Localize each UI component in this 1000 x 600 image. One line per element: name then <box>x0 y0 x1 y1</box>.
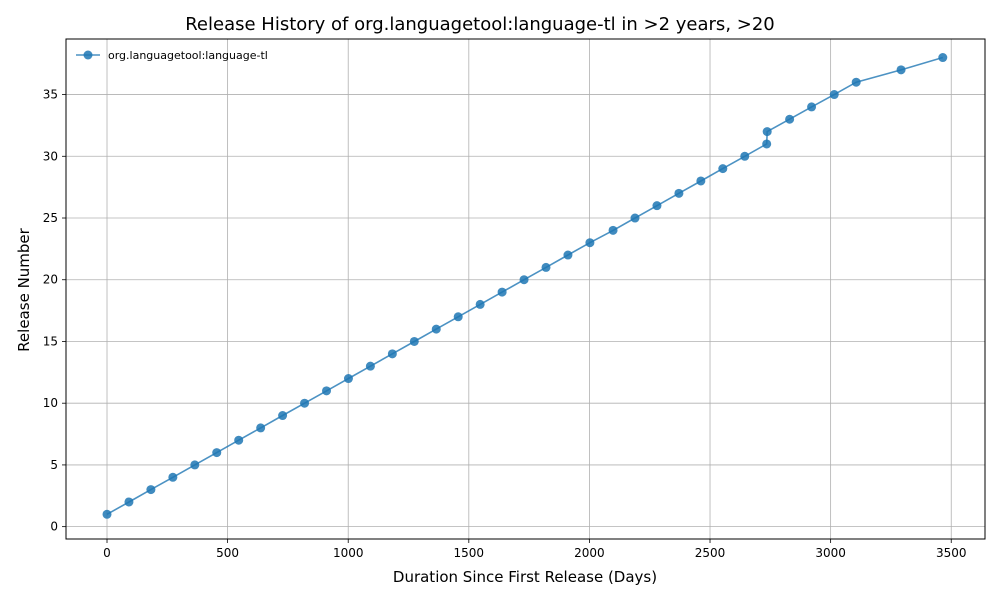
x-tick-label: 3000 <box>815 546 846 560</box>
x-tick-label: 500 <box>216 546 239 560</box>
y-tick-label: 5 <box>50 458 58 472</box>
data-point <box>212 448 222 458</box>
data-point <box>365 361 375 371</box>
data-point <box>278 411 288 421</box>
data-point <box>674 188 684 198</box>
data-point <box>585 238 595 248</box>
data-point <box>300 398 310 408</box>
data-point <box>431 324 441 334</box>
x-tick-label: 2000 <box>574 546 605 560</box>
data-point <box>234 435 244 445</box>
tick-labels: 0 500 1000 1500 2000 2500 3000 3500 0 5 10 15 20 25 30… <box>43 88 967 560</box>
data-point <box>563 250 573 260</box>
series-line <box>106 56 944 515</box>
data-point <box>896 65 906 75</box>
y-tick-label: 15 <box>43 334 58 348</box>
data-point <box>453 312 463 322</box>
data-point <box>146 485 156 495</box>
x-tick-label: 1500 <box>454 546 485 560</box>
data-point <box>256 423 266 433</box>
data-point <box>807 102 817 112</box>
data-point <box>938 53 948 63</box>
data-point <box>190 460 200 470</box>
data-point <box>387 349 397 359</box>
data-point <box>785 114 795 124</box>
data-point <box>475 299 485 309</box>
x-tick-label: 3500 <box>936 546 967 560</box>
legend: org.languagetool:language-tl <box>76 49 268 62</box>
data-point <box>322 386 332 396</box>
y-axis-title: Release Number <box>15 227 33 351</box>
data-point <box>829 90 839 100</box>
data-point <box>102 509 112 519</box>
x-tick-label: 2500 <box>695 546 726 560</box>
series-layer <box>102 53 948 519</box>
x-tick-label: 0 <box>103 546 111 560</box>
data-point <box>851 77 861 87</box>
legend-label: org.languagetool:language-tl <box>108 49 268 62</box>
data-point <box>740 151 750 161</box>
data-point <box>696 176 706 186</box>
y-tick-label: 20 <box>43 273 58 287</box>
data-point <box>762 139 772 149</box>
plot-frame <box>65 38 986 540</box>
data-point <box>168 472 178 482</box>
grid <box>66 39 985 539</box>
data-point <box>124 497 134 507</box>
data-point <box>541 262 551 272</box>
y-tick-label: 0 <box>50 520 58 534</box>
y-tick-label: 35 <box>43 88 58 102</box>
y-tick-label: 25 <box>43 211 58 225</box>
data-point <box>652 201 662 211</box>
y-tick-label: 10 <box>43 396 58 410</box>
data-point <box>519 275 529 285</box>
data-point <box>762 127 772 137</box>
data-point <box>630 213 640 223</box>
data-point <box>608 225 618 235</box>
chart-title: Release History of org.languagetool:lang… <box>185 14 775 35</box>
x-axis-title: Duration Since First Release (Days) <box>393 568 657 586</box>
data-point <box>497 287 507 297</box>
y-tick-label: 30 <box>43 149 58 163</box>
x-tick-label: 1000 <box>333 546 364 560</box>
legend-marker <box>83 50 93 60</box>
data-point <box>343 374 353 384</box>
data-point <box>718 164 728 174</box>
data-point <box>409 336 419 346</box>
